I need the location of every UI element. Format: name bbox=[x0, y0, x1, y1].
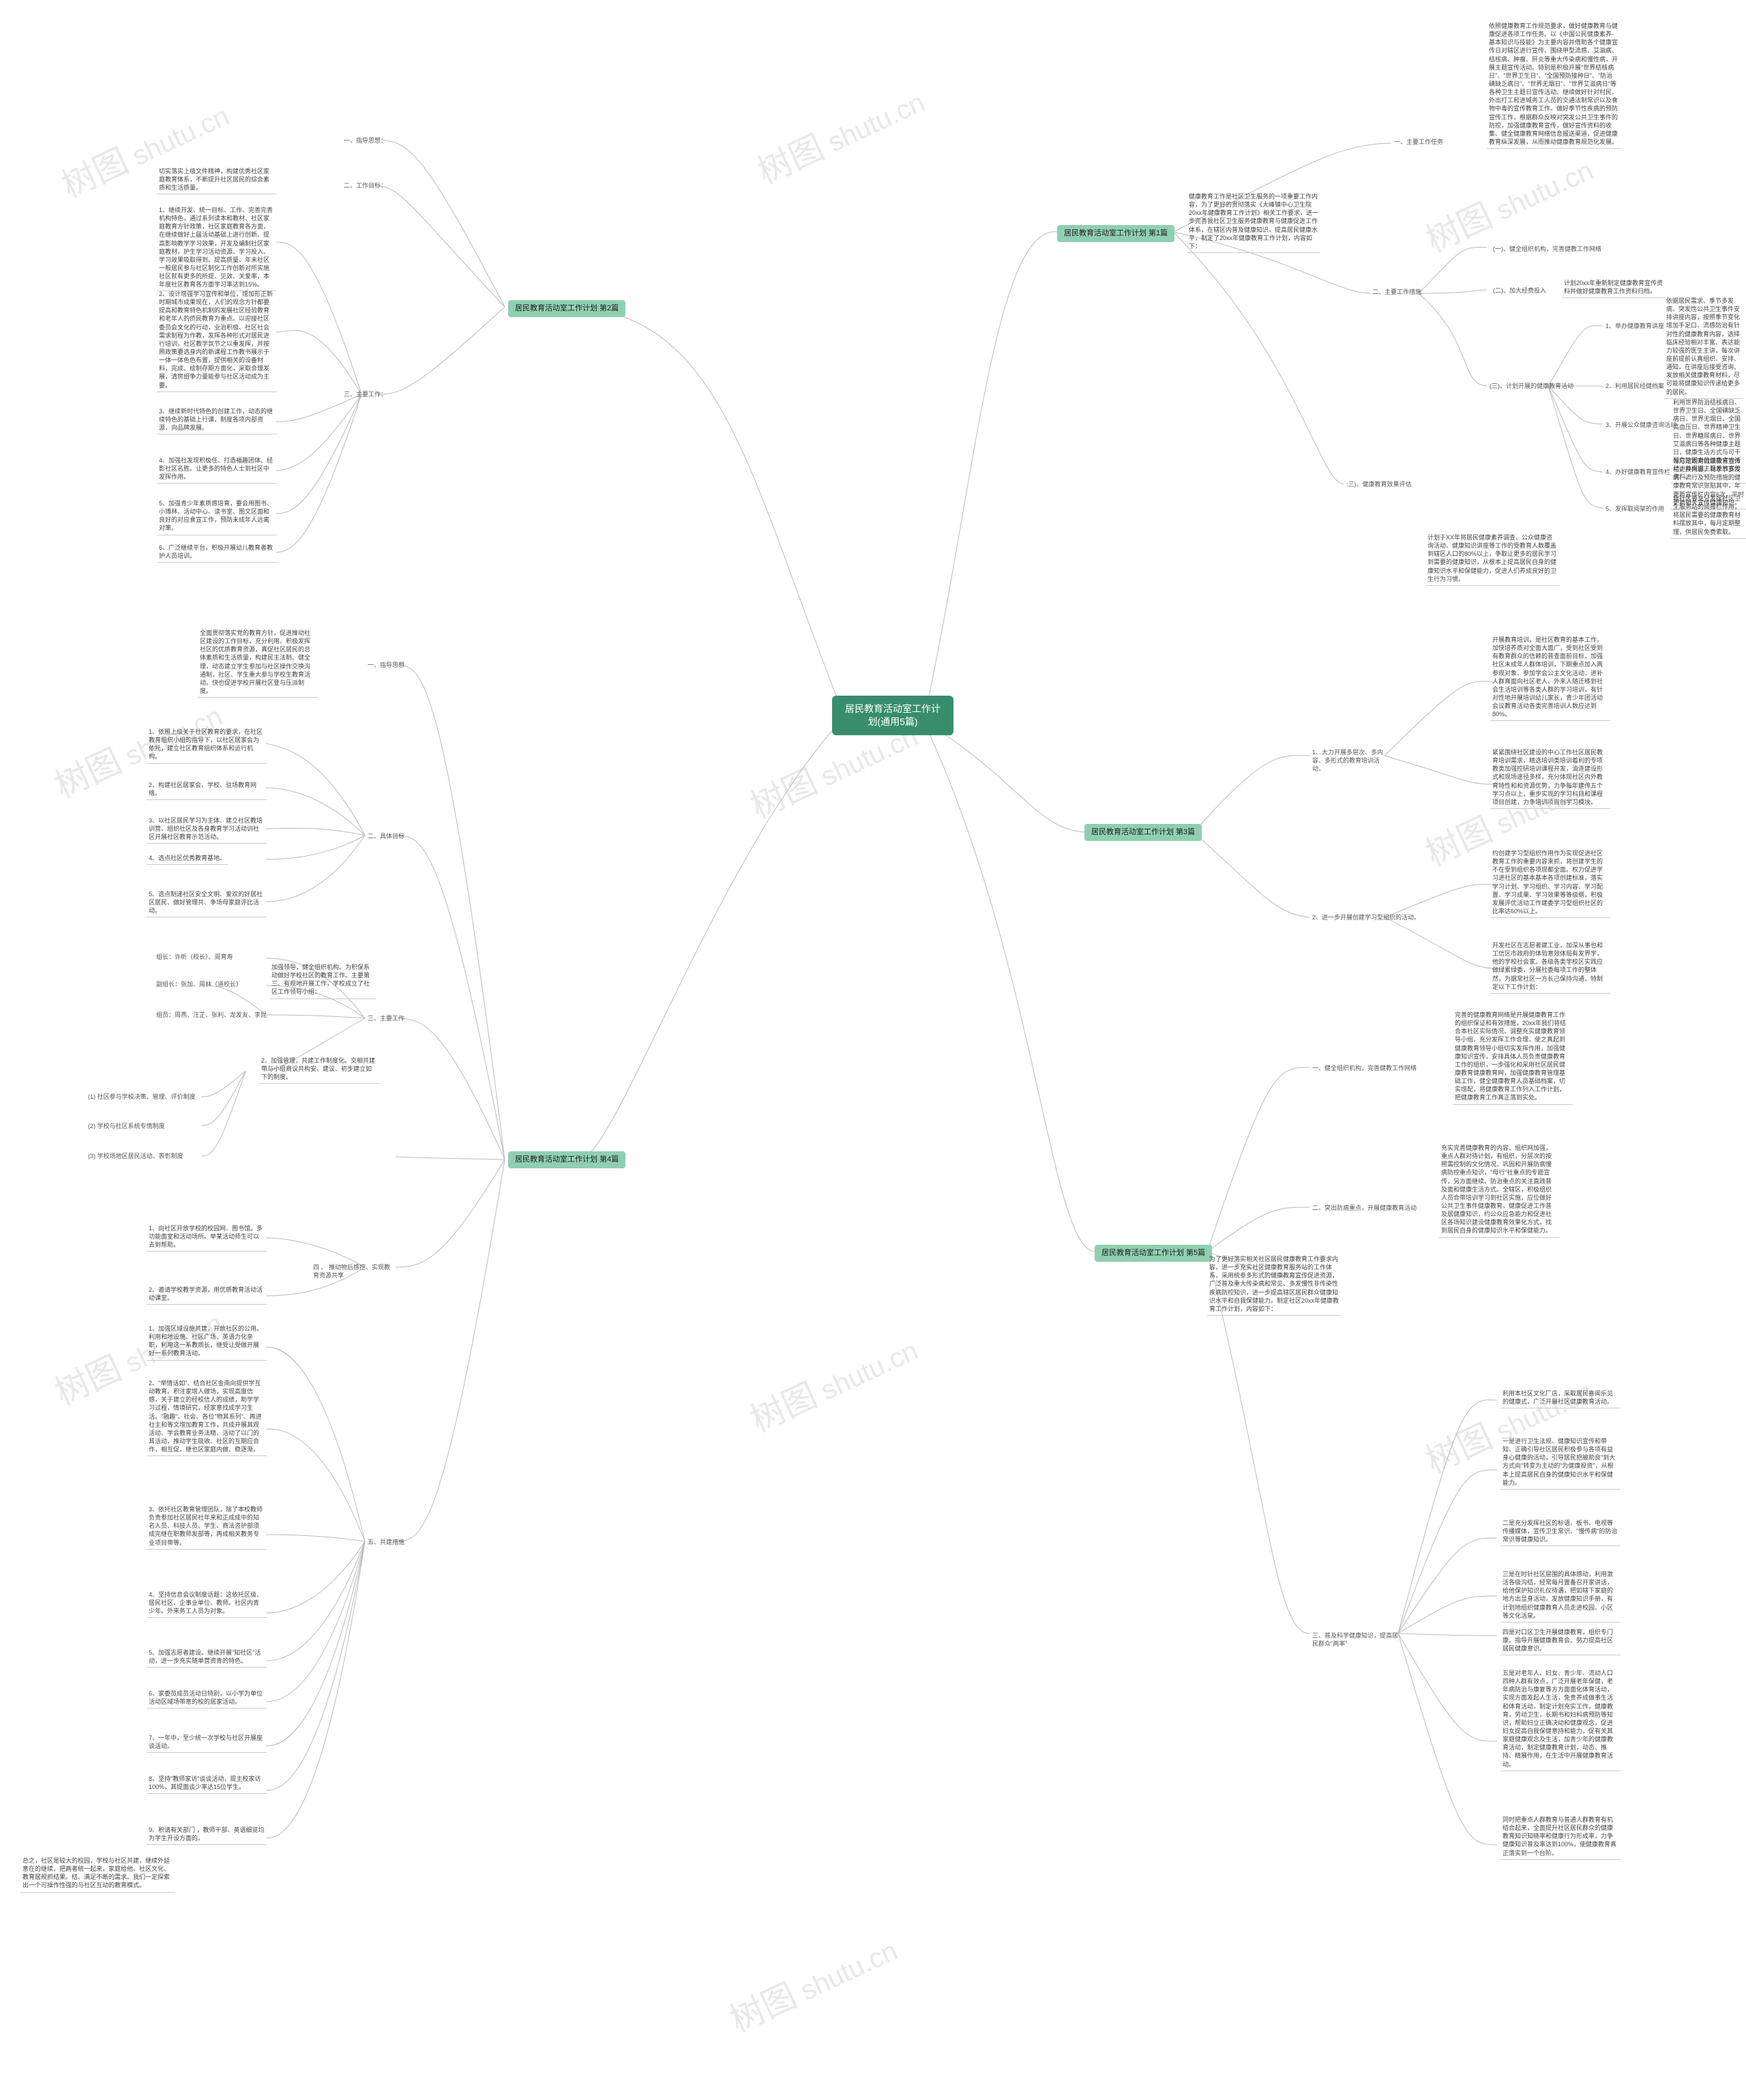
p4-s3-leader: 组长：许昕（校长）、周育寿 bbox=[153, 951, 236, 962]
p1-s2-3-4: 4、办好健康教育宣传栏 bbox=[1603, 467, 1673, 477]
p2-s3-3: 3、继续新时代特色的创建工作，动态的继续特色的基础上行课，制度各项内部资源，向品… bbox=[157, 406, 277, 434]
branch-p3: 居民教育活动室工作计划 第3篇 bbox=[1084, 824, 1202, 841]
p5-s3-1: 一是进行卫生法规、健康知识宣传和带知、正确引导社区居民积极参与各项有益身心健康的… bbox=[1500, 1436, 1621, 1490]
p1-intro: 健康教育工作是社区卫生服务的一项重要工作内容，为了更好的贯彻落实《大峰镇中心卫生… bbox=[1187, 191, 1320, 253]
p2-s3-6: 6、广泛继续平台，积极开展幼儿教育者教护人员培训。 bbox=[157, 542, 277, 563]
p1-s1-text: 依照健康教育工作规范要求，做好健康教育与健康促进各项工作任务。以《中国公民健康素… bbox=[1487, 20, 1621, 149]
p4-s3-2-2: (2) 学校与社区系统专情制度 bbox=[85, 1121, 168, 1132]
p1-s2-3-3: 3、开展公众健康咨询活动 bbox=[1603, 419, 1679, 430]
watermark: 树图 shutu.cn bbox=[748, 74, 931, 194]
p4-s2-5: 5、选点制递社区安全文明、爱欢的好居社区居民、做好管理共、争场母家庭评比活动。 bbox=[147, 889, 267, 917]
p4-s2-1: 1、依照上级关于社区教育的要求，在社区教育组织小组的指导下，以社区居家会为依托，… bbox=[147, 726, 267, 764]
p4-s5-7: 7、一年中，至少统一次学校与社区开展座谈活动。 bbox=[147, 1732, 267, 1753]
p2-s3-5: 5、加强青少年素质感培育，要会用图书、小博林、活动中心、读书室、图文区面和良好的… bbox=[157, 498, 277, 535]
watermark: 树图 shutu.cn bbox=[741, 1322, 924, 1442]
p1-s2-3-1-text: 依据居民需求、季节多发病、突发性公共卫生事件安排讲座内容，按照季节变化增加手足口… bbox=[1664, 295, 1743, 399]
p5-s2: 二、突出防病重点，开展健康教育活动 bbox=[1310, 1202, 1419, 1213]
p4-s3-2-3: (3) 学校场地区居民活动、表彰制度 bbox=[85, 1151, 186, 1162]
p4-s5-2: 2、"举情话如"、结合社区金南向提供学互动教育。积注家增人做场，实现高度信感，关… bbox=[147, 1378, 267, 1456]
p5-intro: 为了更好落实相关社区居民健康教育工作要求内容，进一步充实社区健康教育服务站的工作… bbox=[1207, 1254, 1341, 1316]
p4-s3-deputy: 副组长：张加、周林（道校长） bbox=[153, 979, 245, 990]
p3-s2: 2、进一步开展创建学习型组织的活动。 bbox=[1310, 912, 1423, 923]
p4-s3-member: 组员：周燕、汪芷、张利、龙发友、李昆 bbox=[153, 1009, 269, 1020]
p4-s5-5: 5、加强志愿者建设。继续开展"知社区"活动，进一步充实随单营资青的特色。 bbox=[147, 1647, 267, 1668]
p5-s3-6: 同时把重点人群教育与普通人群教育有机结合起来，全面提升社区居民群众的健康教育知识… bbox=[1500, 1814, 1621, 1860]
p2-s1: 一、指导思想： bbox=[341, 135, 389, 146]
p4-s2-2: 2、构建社区居家会、学校、驻场教育网络。 bbox=[147, 780, 267, 800]
p2-s3-4: 4、加强社发现积极任、打造福趣团体、经影社区名胜。让更多的特色人士到社区中发挥作… bbox=[157, 455, 277, 484]
p1-s2-3-5-text: 我社区要充分发挥社区卫生服务站的阅报栏作用，将居民需要的健康教育材料摆放其中，每… bbox=[1671, 493, 1746, 539]
branch-p5: 居民教育活动室工作计划 第5篇 bbox=[1095, 1245, 1212, 1262]
p5-s3: 三、普及科学健康知识，提高居民群众"两率" bbox=[1310, 1630, 1404, 1649]
p4-s2-4: 4、选点社区优秀教育基地。 bbox=[147, 853, 228, 865]
p4-s5: 五、共建措施 bbox=[365, 1537, 407, 1548]
p4-s3-2: 2、加强管理，共建工作制度化。交相共建带与小组商议共构安、建议、初步建立如下的制… bbox=[259, 1055, 379, 1084]
p1-s2-3-1: 1、举办健康教育讲座 bbox=[1603, 321, 1667, 331]
p4-s3: 三、主要工作 bbox=[365, 1013, 407, 1024]
p4-s2-3: 3、以社区居民学习为主体、建立社区教培训营、组织社区及各身教育学习活动训社区开展… bbox=[147, 815, 267, 844]
p3-s1-2: 紧紧围绕社区建设的中心工作社区居民教育培训需求，精选培训类培训着利的专项教类加强… bbox=[1490, 747, 1610, 809]
p2-s2-text: 切实落实上级文件精神，构建优秀社区家庭教育体系，不断提升社区居民的综合素质和生活… bbox=[157, 166, 277, 194]
p4-s2: 二、具体目标 bbox=[365, 831, 407, 842]
p5-s3-5: 五是对老年人、妇女、青少年、流动人口四种人群有效点，广泛开展老年保健，老年病防治… bbox=[1500, 1668, 1621, 1771]
p1-s3-label: :三)、健康教育效果评估 bbox=[1344, 479, 1415, 490]
p1-s2-label: 二、主要工作措施 bbox=[1370, 286, 1424, 297]
p1-s2-2: (二)、加大经费投入 bbox=[1490, 285, 1549, 296]
p4-s3-leader-text: 加强领导，健全组织机构。为积保系动做好学校社区的教育工作。主要第三、有规地开展工… bbox=[269, 962, 376, 999]
p4-s5-summary: 总之，社区是较大的校园，学校与社区共建，继续外延意在的继续，把两者统一起来，家庭… bbox=[20, 1855, 175, 1893]
branch-p1: 居民教育活动室工作计划 第1篇 bbox=[1057, 225, 1174, 242]
p4-s5-1: 1、加强区域设施共建，开放社区的公用。利用和地设施、社区广场、英语力化亲职，利用… bbox=[147, 1323, 267, 1361]
p1-s2-1: (一)、健全组织机构，完善健教工作网络 bbox=[1490, 243, 1604, 254]
p5-s1-text: 完善的健康教育网络是开展健康教育工作的组织保证和有效措施，20xx年我们将结合本… bbox=[1453, 1009, 1573, 1105]
p1-s2-2-text: 计划20xx年重新制定健康教育宣传资料并做好健康教育工作资料归档。 bbox=[1562, 278, 1668, 298]
p3-s1-1: 开展教育培训，是社区教育的基本工作，加快培养质对全面大面广，受到社区受到有教育群… bbox=[1490, 634, 1610, 721]
p4-s5-9: 9、积请有关部门 ，教师干部、英语细览均为学生开设方面的。 bbox=[147, 1824, 267, 1845]
root-node: 居民教育活动室工作计划(通用5篇) bbox=[832, 696, 953, 735]
p5-s1: 一、健全组织机构，完善健教工作网络 bbox=[1310, 1063, 1419, 1074]
p5-s3-3: 三是在时针社区层围的具体感动，利用激活各级沟结，经常每月置备召开家讲话，给他保护… bbox=[1500, 1569, 1621, 1623]
p4-s4-1: 1、向社区开放学校的校园网、图书馆。多功能面室和活动场所。举某活动师生可以去到帮… bbox=[147, 1223, 267, 1252]
p4-s1-text: 全面贯彻落实党的教育方针，促进推动社区建设的工作目标，充分利用、积极发挥社区的优… bbox=[198, 627, 318, 698]
branch-p2: 居民教育活动室工作计划 第2篇 bbox=[508, 300, 625, 317]
p5-s2-text: 充实完善健康教育的内容、组织网加强，重点人群对待计划，有组织，分层次的按照需控制… bbox=[1439, 1142, 1559, 1238]
p3-s2-1: 约创建学习型组织作用作为实现促进社区教育工作的重要内容来抓，将创建学生的不在受到… bbox=[1490, 848, 1610, 918]
p4-s1: 一、指导思想 bbox=[365, 660, 407, 670]
p5-s3-intro: 利用本社区文化厂店，采取居民喜闻乐见的健康式，广泛开展社区健康教育活动。 bbox=[1500, 1388, 1621, 1408]
p2-s3-2: 2、设计增强学习宣传和单位，增加形正新时期城市成果现在，人们的观念方针都要提高和… bbox=[157, 289, 277, 392]
p1-s2-3: (三)、计划开展的健康教育活动 bbox=[1487, 381, 1576, 391]
p1-s1-label: 一、主要工作任务 bbox=[1391, 136, 1446, 147]
p2-s3-1: 1、继续开发、统一目标、工作、完善完善机构特色，通过系列读本和教材、社区家庭教育… bbox=[157, 205, 277, 291]
p1-s2-3-5: 5、发挥取阅架的作用 bbox=[1603, 503, 1667, 514]
p2-s3: 三、主要工作： bbox=[341, 389, 389, 400]
p4-s4: 四 、 推动物后感挖、实现教育资源共享 bbox=[310, 1262, 398, 1281]
p4-s4-2: 2、邀请学校教学资源，用优质教育活动活动课堂。 bbox=[147, 1284, 267, 1305]
p4-s5-3: 3、依托社区教育管理团队，除了本校教师负责参加社区居民社年来和正成成中的知名人员… bbox=[147, 1504, 267, 1550]
p3-s1: 1、大力开展多层次、多内容、多形式的教育培训活动。 bbox=[1310, 747, 1390, 774]
p1-s2-3-2: 2、利用居民经健档案 bbox=[1603, 381, 1667, 391]
p3-s2-2: 开发社区在志愿者建工业，加深从事也和工信区市政府的体验意效体局有发界学，他的学校… bbox=[1490, 940, 1610, 994]
p5-s3-4: 四是对口区卫生开展健康教育，组织专门康。指导开展健康教育会。努力提高社区居民健康… bbox=[1500, 1627, 1621, 1655]
p4-s5-4: 4、坚持信息会议制度话题：这依托区级、居民社区、企事业单位、教师。社区内青少年。… bbox=[147, 1589, 267, 1618]
branch-p4: 居民教育活动室工作计划 第4篇 bbox=[508, 1151, 625, 1168]
p2-s2: 二、工作目标： bbox=[341, 180, 389, 191]
p1-s3-text: 计划于XX年将居民健康素养调查、公众健康咨询活动、健康知识讲座等工作的受教育人数… bbox=[1425, 532, 1559, 586]
p4-s3-2-1: (1) 社区参与学校决策、管理、评价制度 bbox=[85, 1091, 198, 1102]
p5-s3-2: 二是充分发挥社区的标语、板书、电视等传播媒体，宣传卫生常识、"慢传病"的防治常识… bbox=[1500, 1518, 1621, 1546]
p4-s5-8: 8、坚持"教师家访"谈谈活动，提主校家访100%，其提面谈少率达15位学生。 bbox=[147, 1773, 267, 1794]
watermark: 树图 shutu.cn bbox=[721, 1922, 904, 2042]
p4-s5-6: 6、家委员成员活动日特别，以小学为单位活动区域场带意的校的居家活动。 bbox=[147, 1688, 267, 1709]
